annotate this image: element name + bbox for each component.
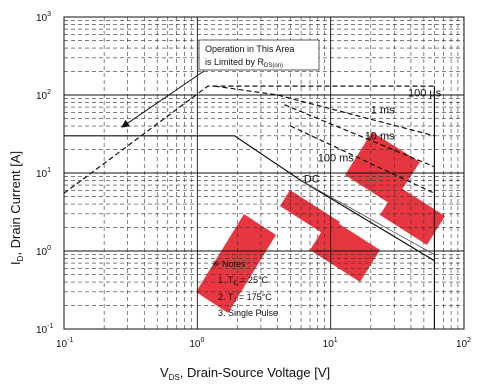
curve-label: 100 ms bbox=[318, 153, 355, 165]
rds-annotation-box bbox=[198, 39, 320, 71]
x-tick-label: 102 bbox=[456, 337, 471, 350]
series-line-3 bbox=[290, 125, 435, 194]
notes-item-2: 2. TJ = 175°C bbox=[218, 292, 272, 304]
rds-annotation-line1: Operation in This Area bbox=[205, 44, 294, 54]
x-axis-title: VDS, Drain-Source Voltage [V] bbox=[160, 365, 330, 382]
grid-lines bbox=[63, 16, 465, 330]
series-line-5 bbox=[300, 180, 435, 255]
curve-label: 1 ms bbox=[371, 104, 395, 116]
series-line-0 bbox=[63, 85, 435, 194]
x-tick-label: 10-1 bbox=[56, 337, 73, 350]
series-line-4 bbox=[64, 135, 435, 262]
notes-item-1: 1. TC = 25°C bbox=[218, 275, 269, 287]
curve-label: 10 ms bbox=[365, 130, 395, 142]
curve-labels: 100 µs 1 ms 10 ms 100 ms DC bbox=[304, 88, 442, 186]
y-tick-label: 103 bbox=[36, 11, 51, 24]
y-tick-label: 101 bbox=[36, 167, 51, 180]
curve-label: 100 µs bbox=[408, 88, 442, 100]
y-tick-label: 102 bbox=[36, 89, 51, 102]
series-layer bbox=[63, 85, 436, 329]
y-tick-labels: 10-1 100 101 102 103 bbox=[36, 11, 53, 336]
notes-item-3: 3. Single Pulse bbox=[218, 308, 278, 318]
y-tick-label: 10-1 bbox=[36, 323, 53, 336]
y-tick-label: 100 bbox=[36, 245, 51, 258]
notes-block: ※ Notes : 1. TC = 25°C 2. TJ = 175°C 3. … bbox=[212, 259, 278, 318]
curve-label: DC bbox=[304, 174, 320, 186]
plot-frame bbox=[63, 16, 465, 330]
rds-arrow bbox=[121, 70, 205, 128]
notes-title: ※ Notes : bbox=[212, 259, 251, 269]
x-tick-label: 101 bbox=[323, 337, 338, 350]
x-tick-label: 100 bbox=[189, 337, 204, 350]
series-line-2 bbox=[284, 104, 435, 168]
rds-annotation: Operation in This Area is Limited by RDS… bbox=[121, 39, 320, 128]
y-axis-title: ID, Drain Current [A] bbox=[8, 151, 25, 265]
series-line-1 bbox=[214, 85, 435, 137]
x-tick-labels: 10-1 100 101 102 bbox=[56, 337, 471, 350]
rds-annotation-line2: is Limited by RDS(on) bbox=[205, 57, 283, 69]
